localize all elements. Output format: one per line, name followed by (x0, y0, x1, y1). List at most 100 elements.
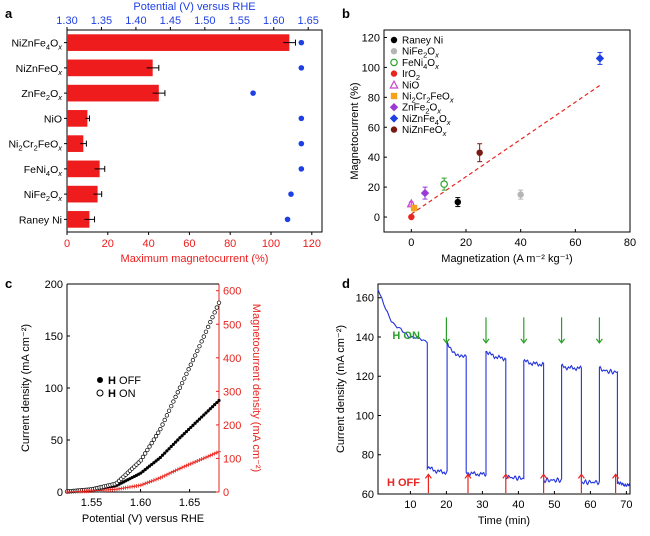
y-axis-label: Current density (mA cm⁻²) (20, 324, 32, 452)
y-tick-label: 20 (368, 182, 380, 194)
magnetocurrent-point (151, 478, 156, 483)
magnetocurrent-point (214, 450, 219, 455)
h-off-label: H OFF (387, 477, 420, 489)
h-on-point (175, 390, 180, 395)
y-right-axis-label: Magnetocurrent density (mA cm⁻²) (250, 304, 262, 472)
magnetocurrent-point (199, 457, 204, 462)
h-on-point (140, 454, 146, 460)
h-off-arrowhead (612, 473, 620, 479)
magnetocurrent-point (158, 475, 163, 480)
h-on-point (143, 451, 148, 456)
x-tick-label: 1.65 (179, 497, 200, 509)
h-off-point (163, 451, 167, 455)
category-label: NiZnFeOx (16, 63, 63, 77)
y-tick-label: 0 (374, 212, 380, 224)
x-tick-label: 60 (183, 238, 195, 250)
h-off-point (152, 461, 156, 465)
y-right-tick-label: 500 (223, 319, 241, 331)
category-label: NiO (44, 113, 62, 125)
x-tick-label: 120 (303, 238, 321, 250)
h-off-point (180, 434, 184, 438)
data-point (476, 149, 483, 156)
top-x-tick-label: 1.40 (125, 15, 146, 27)
bar (67, 34, 290, 51)
legend-label: NiO (402, 80, 419, 91)
h-on-arrowhead (520, 338, 528, 344)
plot-frame (377, 283, 631, 495)
x-tick-label: 40 (515, 237, 527, 249)
y-tick-label: 50 (51, 435, 63, 447)
magnetocurrent-point (175, 467, 180, 472)
magnetocurrent-point (206, 454, 211, 459)
legend-label: NiZnFeOx (402, 125, 447, 138)
x-tick-label: 80 (224, 238, 236, 250)
panel-b-scatter-chart: 0 20 40 60 80 0 20 40 60 80 100 120 Magnetization (A… (349, 29, 636, 265)
x-tick-label: 20 (460, 237, 472, 249)
magnetocurrent-point (171, 469, 176, 474)
h-off-point (206, 409, 210, 413)
magnetocurrent-point (149, 479, 154, 484)
x-tick-label: 1.55 (81, 497, 102, 509)
h-on-point (169, 403, 174, 409)
panel-label-b: b (342, 6, 350, 21)
legend-marker (97, 377, 103, 383)
bar (67, 59, 153, 77)
category-label: NiZnFe4Ox (11, 38, 62, 52)
legend-marker (389, 79, 399, 89)
h-on-point (192, 353, 198, 358)
h-off-point (187, 427, 191, 432)
top-x-tick-label: 1.30 (56, 15, 77, 27)
h-off-point (139, 471, 143, 475)
potential-point (298, 39, 305, 46)
h-off-point (154, 459, 158, 463)
data-point (517, 191, 524, 198)
data-point (595, 54, 605, 63)
potential-point (284, 216, 291, 223)
h-off-point (145, 466, 149, 470)
h-off-point (193, 421, 197, 425)
h-on-point (210, 315, 215, 320)
x-tick-label: 60 (569, 237, 581, 249)
h-off-point (178, 436, 182, 440)
panel-a-bar-chart: NiZnFe4Ox NiZnFeOx ZnFe2Ox NiO Ni2Cr2FeOx FeN… (8, 1, 323, 265)
h-off-point (160, 453, 165, 457)
y-tick-label: 80 (368, 92, 380, 104)
top-x-tick-label: 1.50 (194, 15, 215, 27)
magnetocurrent-point (184, 463, 189, 468)
h-on-point (171, 399, 176, 404)
h-off-arrowhead (540, 473, 548, 479)
h-on-arrowhead (442, 338, 450, 344)
data-point (440, 180, 448, 188)
category-label: NiFe2Ox (24, 189, 63, 203)
legend-label: FeNi4Ox (402, 58, 439, 71)
magnetocurrent-point (201, 456, 206, 461)
h-on-point (164, 413, 170, 418)
y-tick-label: 60 (362, 489, 374, 501)
h-off-point (165, 449, 169, 453)
legend-marker (390, 36, 398, 44)
h-on-point (151, 437, 157, 442)
magnetocurrent-point (217, 449, 221, 454)
h-off-point (143, 468, 147, 472)
y-tick-label: 100 (362, 62, 380, 74)
data-point (454, 198, 461, 206)
legend-label: H OFF (108, 375, 141, 387)
y-tick-label: 140 (356, 332, 374, 344)
h-on-point (158, 427, 163, 432)
panel-d-time-series: 10 20 30 40 50 60 70 60 80 100 120 140 160 Time (min)… (335, 283, 633, 527)
x-axis-label: Potential (V) versus RHE (82, 513, 204, 525)
magnetocurrent-point (212, 451, 217, 456)
h-off-point (184, 429, 189, 434)
y-tick-label: 100 (45, 383, 63, 395)
h-off-point (182, 432, 186, 436)
x-axis-label: Magnetization (A m⁻² kg⁻¹) (441, 253, 572, 265)
potential-point (298, 166, 305, 172)
legend-label: NiFe2Ox (402, 47, 439, 60)
y-tick-label: 120 (356, 371, 374, 383)
h-off-point (200, 415, 204, 419)
h-on-arrowhead (482, 338, 490, 344)
h-on-point (201, 334, 206, 339)
h-off-point (176, 438, 180, 442)
h-off-point (189, 425, 193, 430)
potential-point (250, 90, 256, 96)
